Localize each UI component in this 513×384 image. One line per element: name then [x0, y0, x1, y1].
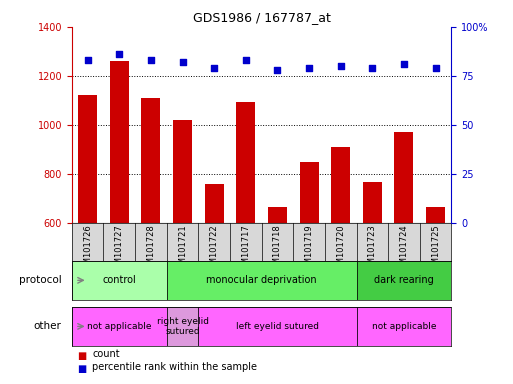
Bar — [300, 162, 319, 223]
Bar — [236, 101, 255, 223]
Text: ■: ■ — [77, 364, 86, 374]
Text: GSM101719: GSM101719 — [305, 225, 313, 275]
Bar — [110, 61, 129, 223]
Text: GSM101720: GSM101720 — [336, 225, 345, 275]
Bar — [173, 120, 192, 223]
Text: right eyelid
sutured: right eyelid sutured — [156, 317, 209, 336]
Point — [337, 63, 345, 69]
Text: monocular deprivation: monocular deprivation — [206, 275, 317, 285]
Point — [368, 65, 377, 71]
Point — [305, 65, 313, 71]
Point — [84, 57, 92, 63]
Bar — [72, 307, 167, 346]
Bar — [268, 207, 287, 223]
Text: GSM101718: GSM101718 — [273, 225, 282, 275]
Text: GSM101725: GSM101725 — [431, 225, 440, 275]
Text: GSM101722: GSM101722 — [210, 225, 219, 275]
Text: GSM101726: GSM101726 — [83, 225, 92, 275]
Bar — [394, 132, 413, 223]
Bar — [78, 95, 97, 223]
Text: percentile rank within the sample: percentile rank within the sample — [92, 362, 258, 372]
Point — [242, 57, 250, 63]
Text: GSM101728: GSM101728 — [146, 225, 155, 275]
Text: ■: ■ — [77, 351, 86, 361]
Bar — [167, 307, 199, 346]
Bar — [205, 184, 224, 223]
Bar — [357, 261, 451, 300]
Point — [431, 65, 440, 71]
Bar — [363, 182, 382, 223]
Text: protocol: protocol — [19, 275, 62, 285]
Text: other: other — [34, 321, 62, 331]
Point — [400, 61, 408, 67]
Text: count: count — [92, 349, 120, 359]
Bar — [199, 307, 357, 346]
Point — [273, 67, 282, 73]
Bar — [426, 207, 445, 223]
Bar — [142, 98, 161, 223]
Bar — [331, 147, 350, 223]
Text: GSM101727: GSM101727 — [115, 225, 124, 275]
Text: GSM101721: GSM101721 — [178, 225, 187, 275]
Bar — [167, 261, 357, 300]
Title: GDS1986 / 167787_at: GDS1986 / 167787_at — [193, 11, 330, 24]
Text: control: control — [103, 275, 136, 285]
Point — [115, 51, 124, 57]
Text: GSM101723: GSM101723 — [368, 225, 377, 275]
Bar — [72, 261, 167, 300]
Point — [210, 65, 219, 71]
Text: dark rearing: dark rearing — [374, 275, 434, 285]
Bar — [357, 307, 451, 346]
Text: not applicable: not applicable — [87, 322, 151, 331]
Text: GSM101724: GSM101724 — [400, 225, 408, 275]
Text: left eyelid sutured: left eyelid sutured — [236, 322, 319, 331]
Text: GSM101717: GSM101717 — [241, 225, 250, 275]
Text: not applicable: not applicable — [372, 322, 436, 331]
Point — [179, 59, 187, 65]
Point — [147, 57, 155, 63]
